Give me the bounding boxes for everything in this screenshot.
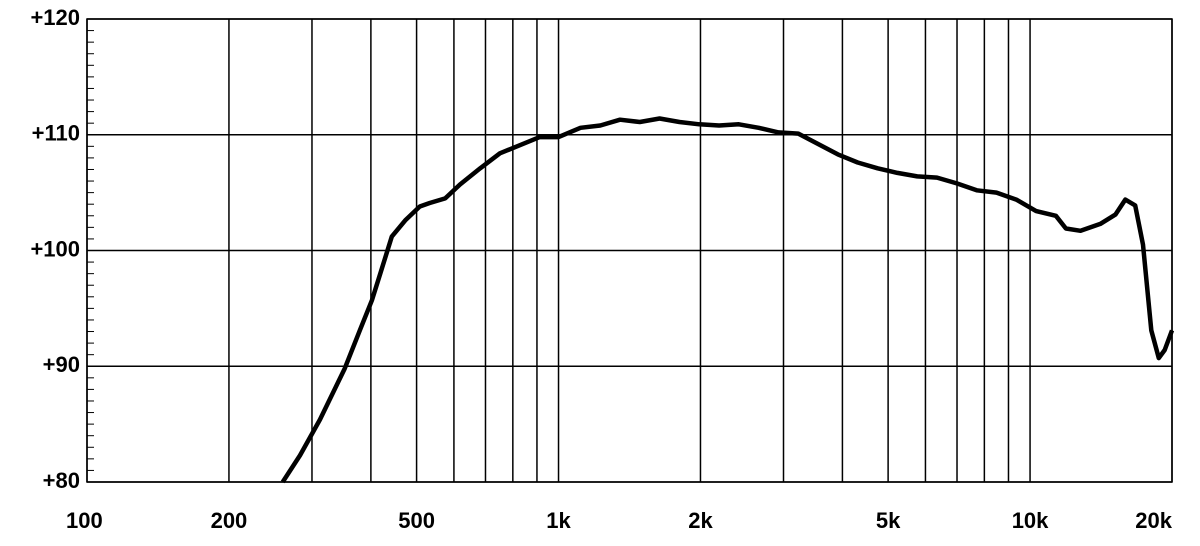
- y-tick-label: +100: [30, 236, 80, 261]
- x-tick-label: 10k: [1012, 508, 1049, 533]
- x-tick-label: 200: [211, 508, 248, 533]
- y-tick-label: +90: [43, 352, 80, 377]
- x-tick-label: 20k: [1135, 508, 1172, 533]
- response-curve: [280, 116, 1175, 484]
- x-tick-label: 100: [66, 508, 103, 533]
- y-tick-label: +120: [30, 5, 80, 30]
- plot-frame: [86, 18, 1173, 483]
- y-tick-label: +110: [32, 121, 80, 146]
- x-tick-label: 500: [398, 508, 435, 533]
- x-tick-label: 5k: [876, 508, 901, 533]
- x-tick-label: 1k: [546, 508, 571, 533]
- y-tick-label: +80: [43, 468, 80, 493]
- x-tick-label: 2k: [688, 508, 713, 533]
